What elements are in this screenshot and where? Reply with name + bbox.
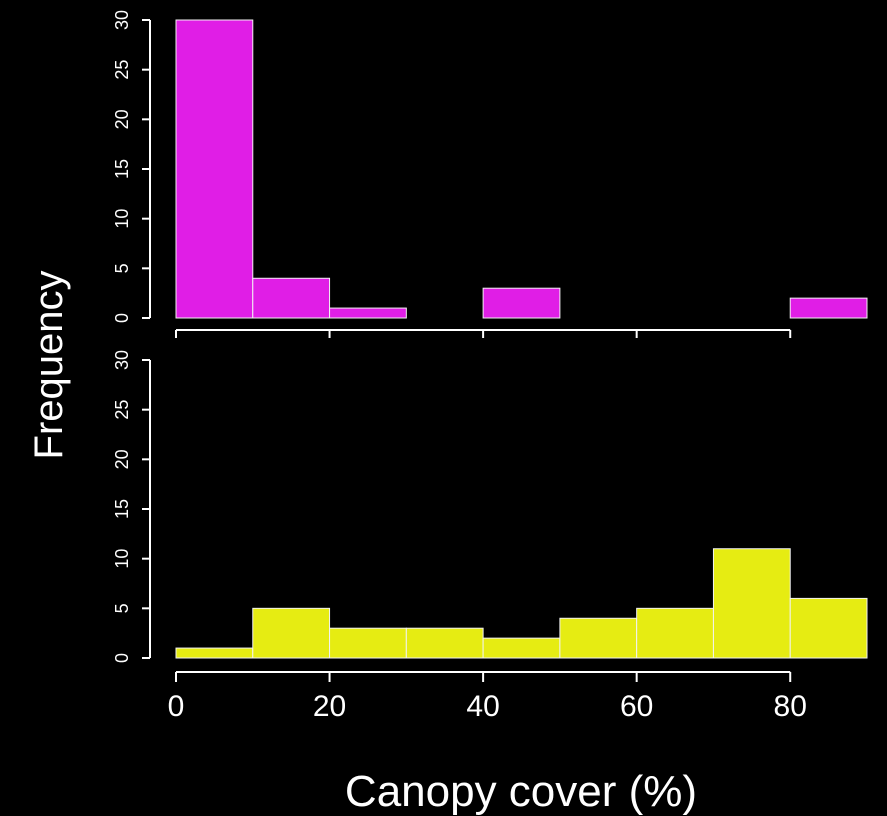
x-tick-label: 60 [620, 690, 653, 723]
y-tick-label: 10 [112, 549, 132, 569]
y-tick-label: 15 [112, 499, 132, 519]
y-tick-label: 30 [112, 350, 132, 370]
y-tick-label: 5 [112, 263, 132, 273]
x-axis-title: Canopy cover (%) [345, 767, 697, 816]
histogram-bar [252, 607, 331, 659]
y-axis-title: Frequency [27, 271, 71, 460]
y-tick-label: 25 [112, 60, 132, 80]
x-tick-label: 0 [168, 690, 185, 723]
x-tick-label: 40 [466, 690, 499, 723]
histogram-bar [636, 607, 714, 659]
histogram-bar [329, 627, 407, 659]
x-tick-label: 80 [774, 690, 807, 723]
histogram-bar [175, 647, 254, 659]
histogram-bar [329, 307, 407, 319]
histogram-bar [252, 277, 331, 319]
y-tick-label: 0 [112, 653, 132, 663]
histogram-bar [175, 19, 254, 319]
top-histogram-panel: 0 5 10 15 20 25 30 [112, 10, 868, 338]
y-tick-label: 20 [112, 109, 132, 129]
y-tick-label: 10 [112, 209, 132, 229]
y-tick-label: 30 [112, 10, 132, 30]
y-tick-label: 15 [112, 159, 132, 179]
histogram-bar [559, 617, 638, 659]
histogram-bar [789, 297, 868, 319]
bottom-histogram-panel: 0 5 10 15 20 25 30 0 20 40 60 80 [112, 350, 868, 723]
y-tick-label: 5 [112, 603, 132, 613]
histogram-bar [482, 287, 561, 319]
x-tick-label: 20 [313, 690, 346, 723]
y-tick-label: 0 [112, 313, 132, 323]
histogram-bar [482, 637, 561, 659]
y-tick-label: 20 [112, 449, 132, 469]
y-tick-label: 25 [112, 400, 132, 420]
histogram-bar [789, 597, 868, 659]
histogram-bar [405, 627, 484, 659]
histogram-bar [712, 548, 791, 659]
